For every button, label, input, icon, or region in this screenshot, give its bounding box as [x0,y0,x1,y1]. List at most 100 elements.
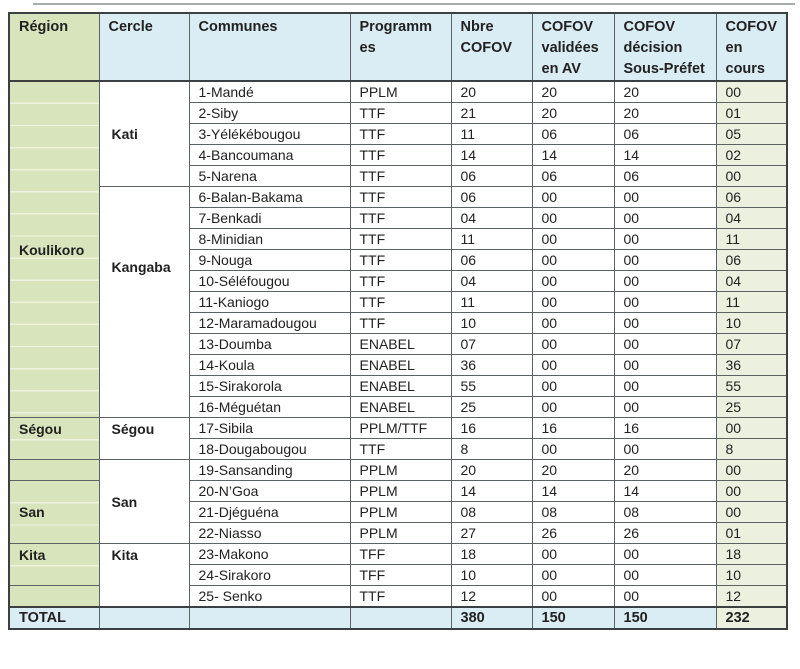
cofov-validees-cell: 00 [531,249,615,271]
cofov-en-cours-cell: 01 [715,102,788,124]
nbre-cofov-cell: 12 [450,585,533,608]
cofov-decision-cell: 20 [613,80,717,103]
nbre-cofov-cell: 04 [450,270,533,292]
programme-cell: PPLM [349,80,452,103]
nbre-cofov-cell: 21 [450,102,533,124]
cofov-en-cours-cell: 55 [715,375,788,397]
programme-cell: ENABEL [349,354,452,376]
commune-cell: 16-Méguétan [188,396,351,418]
table-row: 18-Dougabougou TTF 8 00 00 8 [9,438,788,460]
commune-cell: 20-N’Goa [188,480,351,502]
commune-cell: 21-Djéguéna [188,501,351,523]
region-cell: San [8,480,100,544]
column-header-cofov-en-cours: COFOV en cours [715,12,788,82]
nbre-cofov-cell: 07 [450,333,533,355]
cofov-decision-cell: 00 [613,375,717,397]
table-row: 14-Koula ENABEL 36 00 00 36 [9,354,788,376]
cofov-en-cours-cell: 04 [715,270,788,292]
cofov-validees-cell: 08 [531,501,615,523]
nbre-cofov-cell: 36 [450,354,533,376]
cofov-validees-cell: 00 [531,228,615,250]
cofov-en-cours-cell: 11 [715,291,788,313]
cofov-en-cours-cell: 01 [715,522,788,544]
commune-cell: 19-Sansanding [188,459,351,481]
cofov-decision-cell: 00 [613,207,717,229]
cofov-decision-cell: 00 [613,312,717,334]
table-row: 24-Sirakoro TFF 10 00 00 10 [9,564,788,586]
cofov-decision-cell: 00 [613,585,717,608]
total-nbre-cofov-cell: 380 [450,606,533,630]
programme-cell: TTF [349,123,452,145]
cofov-en-cours-cell: 00 [715,501,788,523]
programme-cell: ENABEL [349,375,452,397]
region-cell [8,585,100,608]
region-cell: Kita [8,543,100,586]
programme-cell: PPLM [349,522,452,544]
cercle-cell: Kangaba [98,186,190,418]
cofov-en-cours-cell: 12 [715,585,788,608]
cofov-decision-cell: 26 [613,522,717,544]
cofov-en-cours-cell: 04 [715,207,788,229]
cofov-decision-cell: 20 [613,459,717,481]
cofov-validees-cell: 00 [531,585,615,608]
commune-cell: 3-Yélékébougou [188,123,351,145]
table-row: 2-Siby TTF 21 20 20 01 [9,102,788,124]
cofov-en-cours-cell: 11 [715,228,788,250]
cofov-validees-cell: 00 [531,312,615,334]
cercle-cell: Ségou [98,417,190,460]
table-row: 8-Minidian TTF 11 00 00 11 [9,228,788,250]
cofov-decision-cell: 00 [613,333,717,355]
cofov-validees-cell: 20 [531,459,615,481]
region-cell [8,459,100,481]
column-header-region: Région [8,12,100,82]
programme-cell: TTF [349,438,452,460]
cofov-validees-cell: 00 [531,354,615,376]
commune-cell: 25- Senko [188,585,351,608]
cofov-decision-cell: 14 [613,144,717,166]
commune-cell: 6-Balan-Bakama [188,186,351,208]
programme-cell: PPLM [349,459,452,481]
cofov-decision-cell: 00 [613,564,717,586]
nbre-cofov-cell: 06 [450,186,533,208]
cofov-validees-cell: 20 [531,80,615,103]
programme-cell: PPLM/TTF [349,417,452,439]
programme-cell: TTF [349,585,452,608]
total-cofov-decision-cell: 150 [613,606,717,630]
table-row: 15-Sirakorola ENABEL 55 00 00 55 [9,375,788,397]
programme-cell: TTF [349,228,452,250]
table-row: 11-Kaniogo TTF 11 00 00 11 [9,291,788,313]
table-row: Ségou Ségou 17-Sibila PPLM/TTF 16 16 16 00 [8,417,788,460]
cofov-decision-cell: 00 [613,249,717,271]
table-row: 7-Benkadi TTF 04 00 00 04 [9,207,788,229]
cofov-decision-cell: 06 [613,165,717,187]
table-row: 12-Maramadougou TTF 10 00 00 10 [9,312,788,334]
cofov-decision-cell: 00 [613,438,717,460]
total-empty-communes-cell [188,606,351,630]
cofov-table: Région Cercle Communes Programm es Nbre … [8,12,788,630]
total-cofov-validees-cell: 150 [531,606,615,630]
cofov-decision-cell: 00 [613,186,717,208]
commune-cell: 4-Bancoumana [188,144,351,166]
nbre-cofov-cell: 20 [450,459,533,481]
cofov-en-cours-cell: 00 [715,165,788,187]
programme-cell: TTF [349,249,452,271]
cofov-en-cours-cell: 02 [715,144,788,166]
nbre-cofov-cell: 18 [450,543,533,565]
nbre-cofov-cell: 27 [450,522,533,544]
commune-cell: 23-Makono [188,543,351,565]
cofov-decision-cell: 00 [613,228,717,250]
commune-cell: 10-Séléfougou [188,270,351,292]
nbre-cofov-cell: 14 [450,480,533,502]
cofov-decision-cell: 00 [613,291,717,313]
commune-cell: 12-Maramadougou [188,312,351,334]
programme-cell: ENABEL [349,396,452,418]
programme-cell: TFF [349,564,452,586]
programme-cell: TTF [349,186,452,208]
programme-cell: TTF [349,102,452,124]
column-header-cofov-decision-sous-prefet: COFOV décision Sous-Préfet [613,12,717,82]
commune-cell: 9-Nouga [188,249,351,271]
table-row: 5-Narena TTF 06 06 06 00 [9,165,788,187]
column-header-nbre-cofov: Nbre COFOV [450,12,533,82]
commune-cell: 17-Sibila [188,417,351,439]
cofov-decision-cell: 00 [613,396,717,418]
